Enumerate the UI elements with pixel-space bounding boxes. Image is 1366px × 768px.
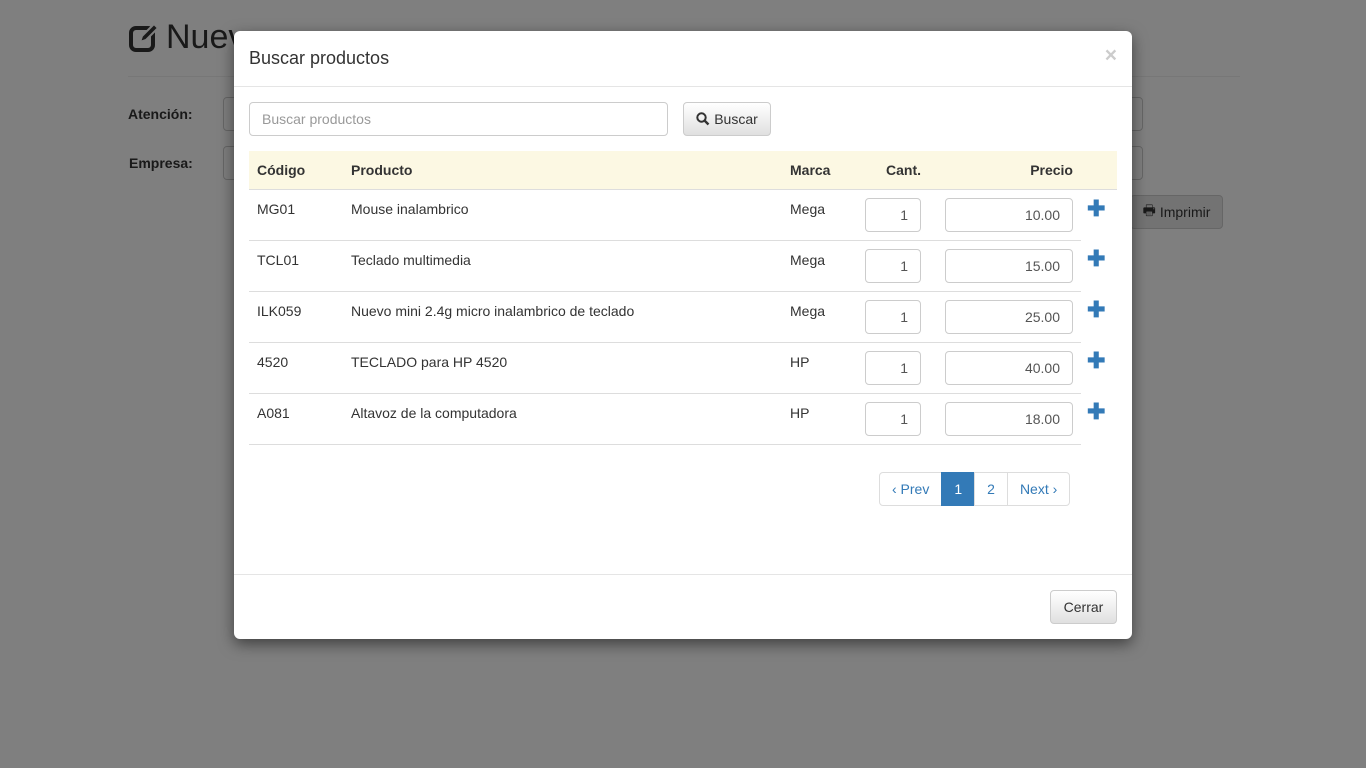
- cell-qty: 1: [857, 240, 929, 292]
- cell-qty: 1: [857, 393, 929, 445]
- price-input[interactable]: 15.00: [945, 248, 1073, 283]
- cell-action: ✚: [1081, 291, 1117, 342]
- plus-icon[interactable]: ✚: [1087, 348, 1106, 373]
- col-action: [1081, 151, 1117, 190]
- cell-qty: 1: [857, 189, 929, 241]
- cell-product: TECLADO para HP 4520: [343, 342, 782, 394]
- prev-page[interactable]: ‹ Prev: [879, 472, 943, 506]
- search-products-modal: Buscar productos × Buscar Código Product…: [234, 31, 1132, 639]
- qty-input[interactable]: 1: [865, 350, 921, 385]
- table-row: 4520 TECLADO para HP 4520 HP 1 40.00 ✚: [249, 342, 1117, 394]
- table-row: TCL01 Teclado multimedia Mega 1 15.00 ✚: [249, 240, 1117, 292]
- cell-code: 4520: [249, 342, 343, 394]
- table-header: Código Producto Marca Cant. Precio: [249, 151, 1117, 190]
- table-row: MG01 Mouse inalambrico Mega 1 10.00 ✚: [249, 189, 1117, 241]
- cell-action: ✚: [1081, 342, 1117, 393]
- cell-brand: Mega: [782, 291, 857, 343]
- col-price: Precio: [929, 151, 1081, 190]
- cell-product: Nuevo mini 2.4g micro inalambrico de tec…: [343, 291, 782, 343]
- close-icon[interactable]: ×: [1104, 43, 1117, 67]
- price-input[interactable]: 40.00: [945, 350, 1073, 385]
- search-input[interactable]: [249, 102, 668, 136]
- cell-code: A081: [249, 393, 343, 445]
- page-2[interactable]: 2: [974, 472, 1008, 506]
- table-row: A081 Altavoz de la computadora HP 1 18.0…: [249, 393, 1117, 445]
- table-row: ILK059 Nuevo mini 2.4g micro inalambrico…: [249, 291, 1117, 343]
- cell-brand: HP: [782, 393, 857, 445]
- pagination: ‹ Prev 1 2 Next ›: [879, 472, 1071, 506]
- qty-input[interactable]: 1: [865, 197, 921, 232]
- plus-icon[interactable]: ✚: [1087, 399, 1106, 424]
- products-table: Código Producto Marca Cant. Precio MG01 …: [249, 151, 1117, 445]
- cell-code: TCL01: [249, 240, 343, 292]
- modal-title: Buscar productos: [249, 48, 390, 68]
- cell-action: ✚: [1081, 189, 1117, 240]
- cell-brand: Mega: [782, 189, 857, 241]
- price-input[interactable]: 10.00: [945, 197, 1073, 232]
- plus-icon[interactable]: ✚: [1087, 297, 1106, 322]
- cell-product: Teclado multimedia: [343, 240, 782, 292]
- cell-code: MG01: [249, 189, 343, 241]
- cell-price: 10.00: [929, 189, 1081, 241]
- cell-action: ✚: [1081, 240, 1117, 291]
- col-code: Código: [249, 151, 343, 190]
- modal-header: Buscar productos ×: [234, 31, 1132, 87]
- cell-action: ✚: [1081, 393, 1117, 444]
- col-brand: Marca: [782, 151, 857, 190]
- qty-input[interactable]: 1: [865, 401, 921, 436]
- cell-product: Altavoz de la computadora: [343, 393, 782, 445]
- plus-icon[interactable]: ✚: [1087, 195, 1106, 221]
- plus-icon[interactable]: ✚: [1087, 246, 1106, 271]
- next-page[interactable]: Next ›: [1006, 472, 1071, 506]
- price-input[interactable]: 18.00: [945, 401, 1073, 436]
- search-button[interactable]: Buscar: [683, 102, 771, 136]
- page-1[interactable]: 1: [941, 472, 976, 506]
- col-product: Producto: [343, 151, 782, 190]
- qty-input[interactable]: 1: [865, 248, 921, 283]
- close-button[interactable]: Cerrar: [1050, 590, 1117, 624]
- cell-qty: 1: [857, 342, 929, 394]
- cell-price: 18.00: [929, 393, 1081, 445]
- col-qty: Cant.: [857, 151, 929, 190]
- cell-price: 15.00: [929, 240, 1081, 292]
- cell-brand: HP: [782, 342, 857, 394]
- cell-qty: 1: [857, 291, 929, 343]
- cell-product: Mouse inalambrico: [343, 189, 782, 241]
- cell-code: ILK059: [249, 291, 343, 343]
- qty-input[interactable]: 1: [865, 299, 921, 334]
- cell-price: 25.00: [929, 291, 1081, 343]
- search-button-label: Buscar: [714, 111, 758, 127]
- search-icon: [696, 112, 710, 126]
- cell-brand: Mega: [782, 240, 857, 292]
- price-input[interactable]: 25.00: [945, 299, 1073, 334]
- modal-footer-divider: [234, 574, 1132, 575]
- cell-price: 40.00: [929, 342, 1081, 394]
